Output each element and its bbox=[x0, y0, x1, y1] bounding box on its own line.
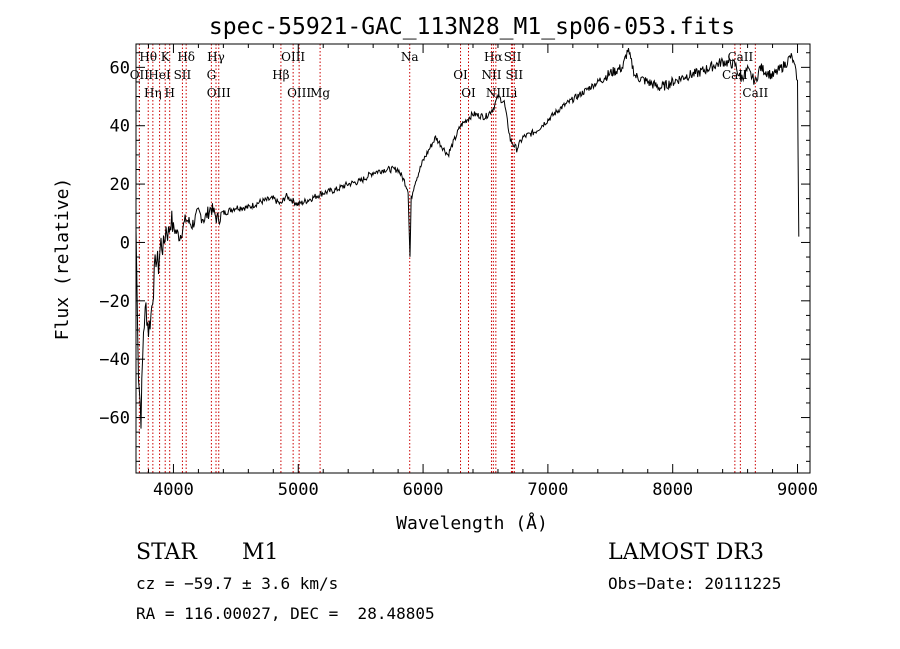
y-tick-label: 0 bbox=[120, 233, 130, 253]
coordinates-readout: RA = 116.00027, DEC = 28.48805 bbox=[136, 604, 435, 623]
y-tick-label: 40 bbox=[110, 117, 130, 137]
spectral-line-label: OIII bbox=[281, 50, 305, 64]
spectral-line-label: Li bbox=[506, 86, 518, 100]
survey-name: LAMOST DR3 bbox=[608, 540, 764, 565]
spectral-line-label: NII bbox=[481, 68, 501, 82]
spectral-line-label: NII bbox=[486, 86, 506, 100]
y-tick-label: −20 bbox=[99, 292, 130, 312]
spectral-line-label: Hγ bbox=[207, 50, 225, 64]
x-axis-label: Wavelength (Å) bbox=[396, 512, 548, 534]
spectral-line-label: OII bbox=[130, 68, 150, 82]
object-subclass: M1 bbox=[242, 540, 279, 565]
spectral-line-label: Mg bbox=[310, 86, 330, 100]
spectral-line-label: OI bbox=[453, 68, 468, 82]
x-tick-label: 8000 bbox=[652, 480, 693, 500]
spectral-line-label: CaII bbox=[742, 86, 768, 100]
axis-ticks: 4000 5000 6000 7000 8000 9000 −60 −40 −20 0 20 40 60 bbox=[99, 44, 818, 500]
spectral-line-label: HeI bbox=[148, 68, 171, 82]
spectral-line-markers: Hθ OII Hη K HeI H Hδ SII OIII Hγ G OIII OIII Hβ Mg Na OI… bbox=[130, 44, 768, 473]
plot-frame bbox=[135, 43, 811, 474]
x-tick-label: 6000 bbox=[403, 480, 444, 500]
x-tick-label: 7000 bbox=[527, 480, 568, 500]
y-tick-label: −60 bbox=[99, 409, 130, 429]
spectral-line-label: SII bbox=[505, 68, 523, 82]
spectral-line-label: H bbox=[164, 86, 174, 100]
spectral-line-label: OI bbox=[461, 86, 476, 100]
spectral-line-label: Hα bbox=[484, 50, 503, 64]
x-tick-label: 4000 bbox=[153, 480, 194, 500]
y-tick-label: 60 bbox=[110, 58, 130, 78]
y-axis-label: Flux (relative) bbox=[52, 178, 73, 341]
y-tick-label: 20 bbox=[110, 175, 130, 195]
spectral-line-label: OIII bbox=[287, 86, 311, 100]
x-tick-label: 9000 bbox=[777, 480, 818, 500]
spectrum-series bbox=[135, 48, 800, 429]
spectral-line-label: Hη bbox=[144, 86, 162, 100]
spectral-line-label: K bbox=[161, 50, 171, 64]
spectral-line-label: Hδ bbox=[177, 50, 195, 64]
spectral-line-label: CaII bbox=[727, 50, 753, 64]
spectral-line-label: OIII bbox=[207, 86, 231, 100]
observation-date: Obs−Date: 20111225 bbox=[608, 574, 782, 593]
spectral-line-label: SII bbox=[174, 68, 192, 82]
spectral-line-label: Na bbox=[401, 50, 419, 64]
chart-title: spec-55921-GAC_113N28_M1_sp06-053.fits bbox=[209, 14, 735, 40]
velocity-readout: cz = −59.7 ± 3.6 km/s bbox=[136, 574, 339, 593]
spectral-line-label: G bbox=[207, 68, 217, 82]
spectral-line-label: SII bbox=[504, 50, 522, 64]
spectral-line-label: Hθ bbox=[139, 50, 157, 64]
spectral-line-label: Hβ bbox=[272, 68, 289, 82]
x-tick-label: 5000 bbox=[278, 480, 319, 500]
y-tick-label: −40 bbox=[99, 350, 130, 370]
object-class: STAR bbox=[136, 540, 197, 565]
